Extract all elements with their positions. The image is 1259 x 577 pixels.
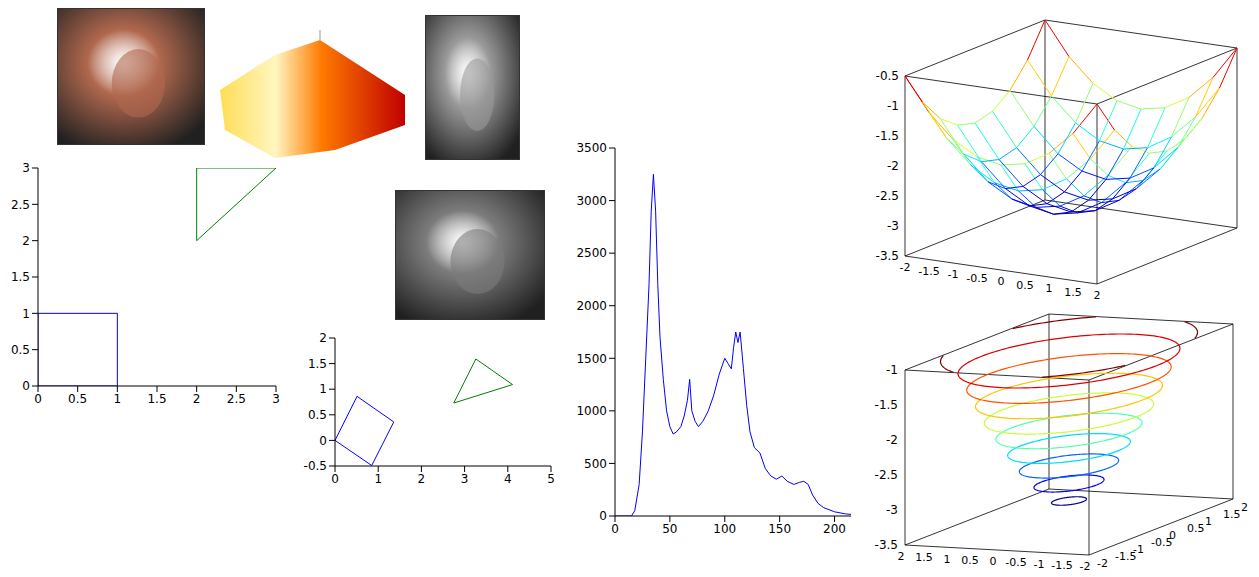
svg-text:100: 100 [713,522,736,536]
svg-text:1.5: 1.5 [1223,508,1241,521]
svg-text:-2.5: -2.5 [875,468,898,482]
svg-text:50: 50 [662,522,677,536]
svg-text:0: 0 [1169,529,1176,542]
svg-text:-1: -1 [887,99,899,113]
svg-text:0.5: 0.5 [1016,279,1034,292]
svg-text:-0.5: -0.5 [876,69,899,83]
svg-text:0: 0 [331,472,339,486]
svg-text:2.5: 2.5 [11,198,30,212]
svg-text:150: 150 [768,522,791,536]
svg-text:-3: -3 [887,219,899,233]
svg-text:2: 2 [193,392,201,406]
svg-text:1: 1 [1205,515,1212,528]
svg-text:0: 0 [611,522,619,536]
svg-text:3500: 3500 [576,141,607,155]
svg-text:-2: -2 [900,261,911,274]
svg-text:1.5: 1.5 [147,392,166,406]
svg-text:1.5: 1.5 [1064,286,1082,299]
svg-text:-1: -1 [886,363,898,377]
svg-text:500: 500 [584,457,607,471]
svg-text:-0.5: -0.5 [966,272,987,285]
svg-text:200: 200 [823,522,846,536]
svg-text:2: 2 [418,472,426,486]
svg-text:2000: 2000 [576,299,607,313]
svg-text:-3.5: -3.5 [875,538,898,552]
svg-text:1: 1 [114,392,122,406]
svg-text:-2: -2 [1080,560,1091,573]
svg-text:1500: 1500 [576,352,607,366]
svg-text:1.5: 1.5 [308,357,327,371]
svg-text:-1.5: -1.5 [875,398,898,412]
svg-text:2: 2 [1094,289,1101,302]
svg-text:5: 5 [547,472,555,486]
svg-text:3: 3 [22,161,30,175]
svg-text:-3: -3 [886,503,898,517]
svg-text:-0.5: -0.5 [1005,556,1026,569]
svg-text:-0.5: -0.5 [1151,536,1173,549]
svg-text:-1.5: -1.5 [918,265,939,278]
svg-text:-1: -1 [1133,543,1144,556]
svg-text:0: 0 [599,509,607,523]
svg-text:3: 3 [461,472,469,486]
svg-text:0.5: 0.5 [961,554,979,567]
svg-text:2: 2 [1241,501,1248,514]
svg-text:1: 1 [374,472,382,486]
svg-text:0: 0 [990,555,997,568]
svg-text:-1.5: -1.5 [1115,550,1137,563]
svg-text:4: 4 [504,472,512,486]
svg-text:2: 2 [898,550,905,563]
svg-text:1: 1 [1046,282,1053,295]
svg-text:0: 0 [22,379,30,393]
svg-text:2500: 2500 [576,246,607,260]
svg-text:1: 1 [22,307,30,321]
svg-text:-2: -2 [887,159,899,173]
svg-text:-1.5: -1.5 [876,129,899,143]
svg-text:3: 3 [272,392,280,406]
svg-text:-1.5: -1.5 [1051,559,1072,572]
svg-text:1: 1 [319,382,327,396]
svg-text:1.5: 1.5 [915,551,933,564]
svg-text:0.5: 0.5 [68,392,87,406]
svg-text:1000: 1000 [576,404,607,418]
svg-text:1.5: 1.5 [11,270,30,284]
svg-text:2: 2 [22,234,30,248]
svg-text:0: 0 [34,392,42,406]
svg-text:0: 0 [319,434,327,448]
svg-text:1: 1 [944,553,951,566]
svg-text:0.5: 0.5 [308,408,327,422]
svg-text:0: 0 [998,275,1005,288]
svg-text:-1: -1 [948,268,959,281]
svg-text:-2: -2 [1097,557,1108,570]
svg-text:-0.5: -0.5 [304,459,327,473]
svg-text:0.5: 0.5 [11,343,30,357]
svg-text:-1: -1 [1034,558,1045,571]
svg-text:2: 2 [319,331,327,345]
svg-text:0.5: 0.5 [1187,522,1205,535]
svg-text:3000: 3000 [576,194,607,208]
svg-text:2.5: 2.5 [227,392,246,406]
svg-text:-3.5: -3.5 [876,249,899,263]
svg-text:-2.5: -2.5 [876,189,899,203]
svg-text:-2: -2 [886,433,898,447]
